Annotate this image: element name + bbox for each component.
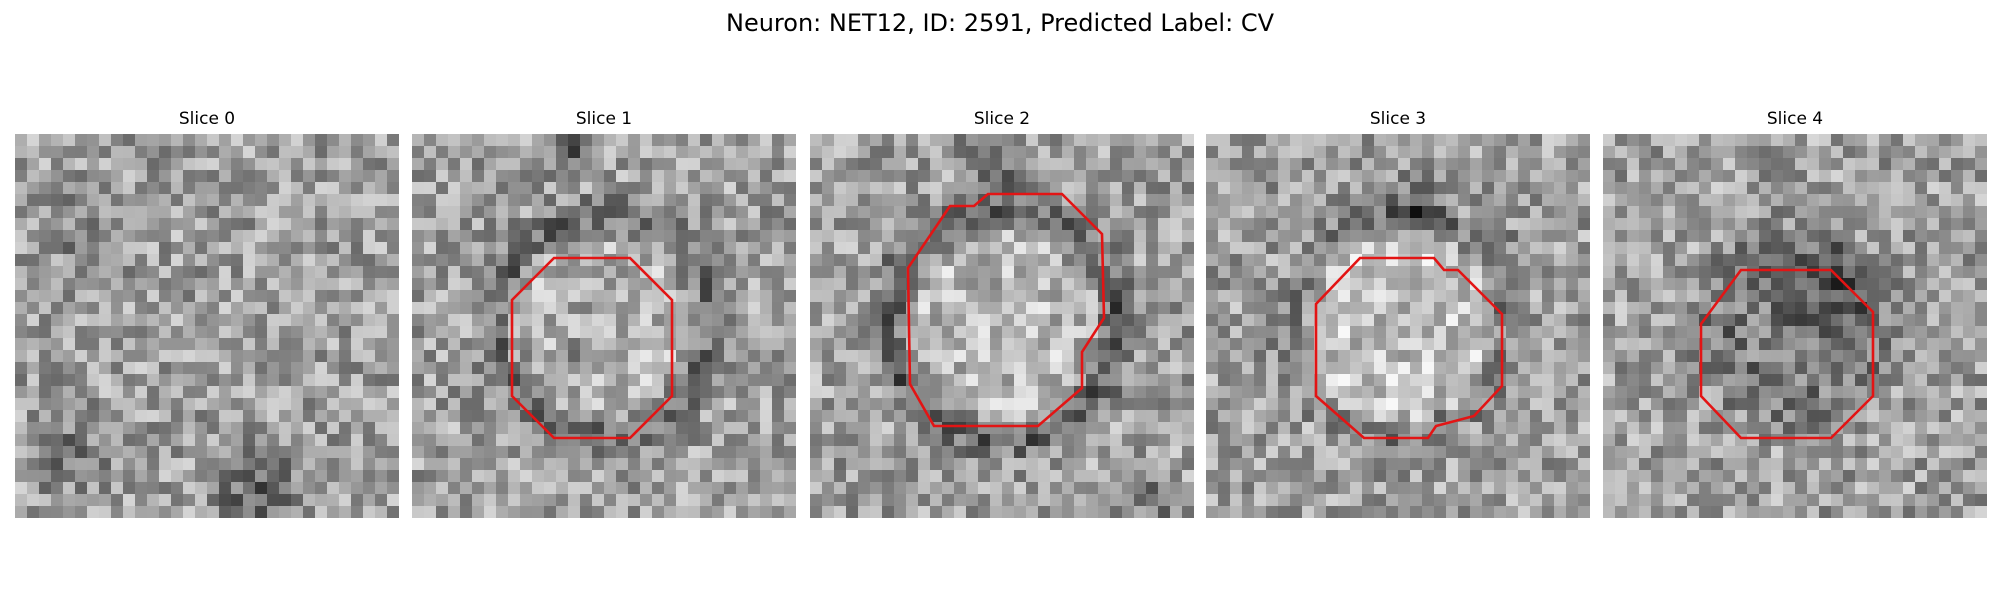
slice-image-svg [810, 134, 1194, 518]
pixel-grid [15, 134, 399, 518]
pixel-grid [1603, 134, 1987, 518]
slice-image-svg [15, 134, 399, 518]
slice-title: Slice 2 [973, 109, 1031, 129]
slice-panel-0: Slice 0 [15, 107, 399, 518]
slice-panel-3: Slice 3 [1206, 107, 1590, 518]
roi-contour [1699, 268, 1875, 440]
pixel-grid [810, 134, 1194, 518]
slice-title: Slice 0 [178, 109, 236, 129]
slice-image-svg [412, 134, 796, 518]
slice-title: Slice 1 [575, 109, 633, 129]
figure-title: Neuron: NET12, ID: 2591, Predicted Label… [726, 9, 1274, 37]
pixel-grid [1206, 134, 1590, 518]
slice-image-svg [1206, 134, 1590, 518]
slice-panel-2: Slice 2 [810, 107, 1194, 518]
slice-panel-4: Slice 4 [1603, 107, 1987, 518]
slice-image-svg [1603, 134, 1987, 518]
slice-title: Slice 4 [1766, 109, 1824, 129]
slice-image [810, 134, 1194, 518]
pixel-grid [412, 134, 796, 518]
slice-image [15, 134, 399, 518]
slice-image [1603, 134, 1987, 518]
roi-contour [510, 256, 674, 440]
slice-image [412, 134, 796, 518]
slice-title: Slice 3 [1369, 109, 1427, 129]
slice-panel-1: Slice 1 [412, 107, 796, 518]
roi-contour [906, 192, 1106, 428]
roi-contour [1314, 256, 1504, 440]
slice-image [1206, 134, 1590, 518]
